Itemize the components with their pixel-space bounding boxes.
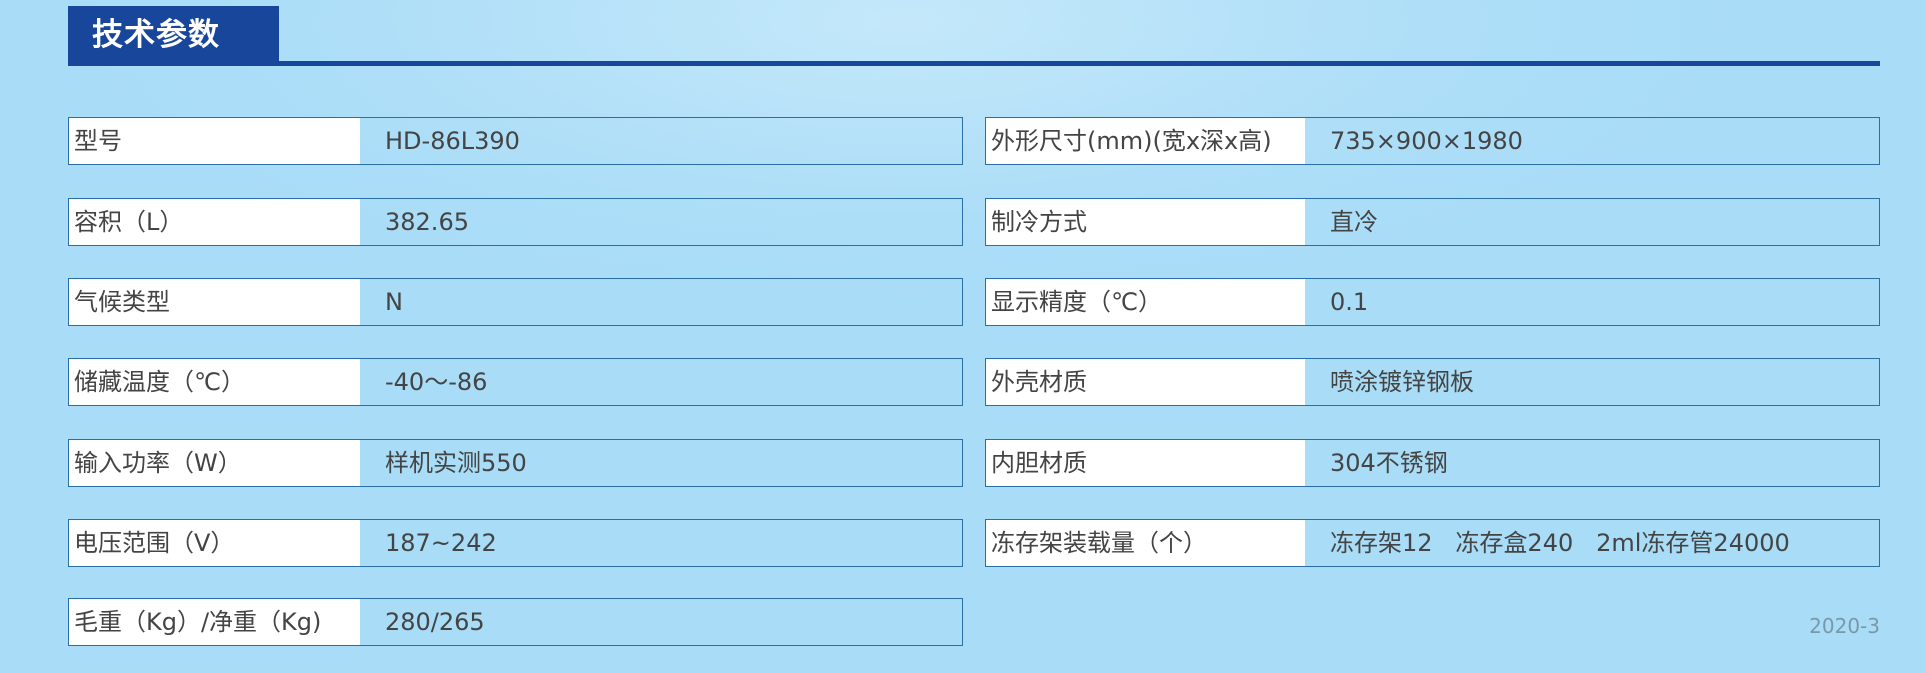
section-title: 技术参数 (68, 6, 279, 64)
spec-label: 储藏温度（℃） (69, 359, 360, 405)
spec-value: 735×900×1980 (1330, 127, 1523, 155)
spec-label: 内胆材质 (986, 440, 1305, 486)
spec-row: 显示精度（℃） 0.1 (985, 278, 1880, 326)
spec-label: 外壳材质 (986, 359, 1305, 405)
spec-row: 型号 HD-86L390 (68, 117, 963, 165)
date-label: 2020-3 (1809, 614, 1880, 638)
spec-label: 气候类型 (69, 279, 360, 325)
title-divider (68, 61, 1880, 66)
spec-value: HD-86L390 (385, 127, 520, 155)
spec-row: 外壳材质 喷涂镀锌钢板 (985, 358, 1880, 406)
spec-row: 冻存架装载量（个） 冻存架12 冻存盒240 2ml冻存管24000 (985, 519, 1880, 567)
spec-value: 280/265 (385, 608, 485, 636)
spec-row: 输入功率（W） 样机实测550 (68, 439, 963, 487)
spec-value: 0.1 (1330, 288, 1369, 316)
spec-label: 显示精度（℃） (986, 279, 1305, 325)
spec-value: 直冷 (1330, 208, 1378, 236)
spec-label: 容积（L） (69, 199, 360, 245)
spec-value: 喷涂镀锌钢板 (1330, 368, 1474, 396)
spec-row: 容积（L） 382.65 (68, 198, 963, 246)
spec-value: N (385, 288, 403, 316)
spec-row: 内胆材质 304不锈钢 (985, 439, 1880, 487)
spec-value: 382.65 (385, 208, 469, 236)
spec-label: 电压范围（V） (69, 520, 360, 566)
spec-value: 304不锈钢 (1330, 449, 1448, 477)
spec-label: 外形尺寸(mm)(宽x深x高) (986, 118, 1305, 164)
spec-label: 冻存架装载量（个） (986, 520, 1305, 566)
spec-value: 187~242 (385, 529, 497, 557)
spec-row: 电压范围（V） 187~242 (68, 519, 963, 567)
spec-row: 储藏温度（℃） -40～-86 (68, 358, 963, 406)
spec-row: 制冷方式 直冷 (985, 198, 1880, 246)
spec-label: 制冷方式 (986, 199, 1305, 245)
spec-value: -40～-86 (385, 368, 488, 396)
spec-label: 输入功率（W） (69, 440, 360, 486)
spec-row: 外形尺寸(mm)(宽x深x高) 735×900×1980 (985, 117, 1880, 165)
spec-value: 样机实测550 (385, 449, 527, 477)
spec-label: 型号 (69, 118, 360, 164)
spec-label: 毛重（Kg）/净重（Kg) (69, 599, 360, 645)
spec-value: 冻存架12 冻存盒240 2ml冻存管24000 (1330, 529, 1790, 557)
spec-row: 毛重（Kg）/净重（Kg) 280/265 (68, 598, 963, 646)
spec-row: 气候类型 N (68, 278, 963, 326)
